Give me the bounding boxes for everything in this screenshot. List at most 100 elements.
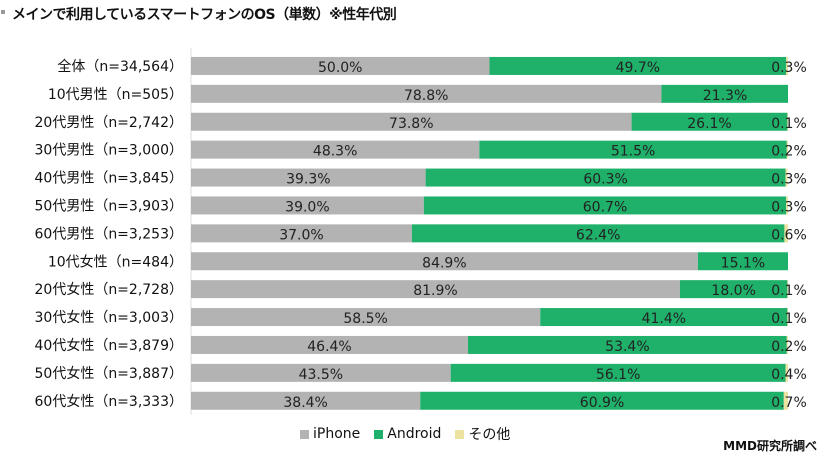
data-label: 0.3% — [771, 199, 807, 215]
data-label: 48.3% — [313, 144, 357, 160]
data-label: 39.0% — [285, 199, 329, 215]
bar-android — [411, 224, 785, 243]
bar-other — [786, 140, 788, 159]
legend-label: iPhone — [313, 426, 361, 442]
bar-android — [425, 168, 786, 187]
bar-other — [787, 280, 788, 299]
bar-iphone — [191, 391, 421, 410]
bar-iphone — [191, 335, 469, 354]
legend-item-other: その他 — [455, 424, 510, 444]
bar-other — [786, 335, 788, 354]
data-label: 0.1% — [771, 283, 807, 299]
bar-android — [631, 112, 788, 131]
bar-other — [785, 363, 788, 382]
bar-iphone — [191, 280, 680, 299]
bar-android — [489, 56, 787, 75]
category-label: 20代女性（n=2,728） — [35, 281, 184, 298]
data-label: 60.9% — [580, 395, 624, 411]
source-note: MMD研究所調べ — [723, 439, 817, 453]
bar-android — [679, 280, 788, 299]
chart-plot: 全体（n=34,564） 50.0% 49.7% 0.3% 10代男性（n=505） 78… — [35, 48, 807, 415]
category-label: 40代男性（n=3,845） — [35, 171, 184, 187]
bar-android — [697, 252, 788, 271]
bar-iphone — [191, 168, 426, 187]
bar-iphone — [191, 308, 541, 327]
data-label: 0.6% — [771, 227, 807, 243]
data-label: 0.3% — [771, 60, 807, 76]
data-label: 21.3% — [703, 88, 747, 104]
legend-label: その他 — [468, 427, 511, 443]
data-label: 0.3% — [771, 172, 807, 188]
category-label: 60代女性（n=3,333） — [35, 393, 184, 410]
data-label: 0.1% — [771, 311, 807, 327]
data-label: 49.7% — [616, 60, 660, 76]
bar-iphone — [191, 252, 698, 271]
bar-iphone — [191, 84, 662, 103]
category-label: 30代女性（n=3,003） — [35, 309, 184, 326]
data-label: 43.5% — [299, 367, 343, 383]
bar-android — [450, 363, 786, 382]
data-label: 0.1% — [771, 116, 807, 132]
bar-iphone — [191, 140, 480, 159]
bar-other — [785, 168, 788, 187]
bar-other — [784, 224, 788, 243]
bar-other — [786, 196, 788, 215]
data-label: 58.5% — [343, 311, 387, 327]
legend: iPhone Android その他 — [300, 424, 510, 444]
chart-title: メインで利用しているスマートフォンのOS（単数）※性年代別 — [12, 7, 397, 23]
bar-other — [783, 391, 788, 410]
bar-iphone — [191, 363, 451, 382]
data-label: 60.3% — [583, 172, 627, 188]
data-label: 56.1% — [596, 367, 640, 383]
bar-android — [468, 335, 787, 354]
data-label: 73.8% — [389, 116, 433, 132]
data-label: 51.5% — [611, 144, 655, 160]
category-label: 10代男性（n=505） — [48, 87, 183, 103]
category-label: 40代女性（n=3,879） — [35, 337, 184, 354]
bar-other — [786, 56, 788, 75]
data-label: 0.2% — [771, 339, 807, 355]
data-label: 15.1% — [721, 255, 765, 271]
data-label: 38.4% — [283, 395, 327, 411]
legend-swatch — [455, 429, 465, 439]
bar-android — [420, 391, 784, 410]
bar-iphone — [191, 196, 424, 215]
legend-swatch — [300, 429, 309, 439]
bar-iphone — [191, 224, 412, 243]
category-label: 50代女性（n=3,887） — [35, 365, 184, 382]
bar-other — [787, 308, 788, 327]
bar-android — [423, 196, 787, 215]
legend-swatch — [374, 429, 384, 439]
bar-iphone — [191, 56, 490, 75]
category-label: 20代男性（n=2,742） — [35, 115, 184, 131]
bar-android — [661, 84, 788, 103]
legend-item-android: Android — [374, 426, 441, 442]
category-label: 30代男性（n=3,000） — [35, 143, 184, 159]
category-label: 50代男性（n=3,903） — [35, 198, 184, 214]
bar-iphone — [191, 112, 632, 131]
data-label: 53.4% — [605, 339, 649, 355]
data-label: 39.3% — [286, 172, 330, 188]
legend-item-iphone: iPhone — [300, 426, 360, 442]
category-label: 10代女性（n=484） — [48, 253, 183, 270]
data-label: 62.4% — [576, 227, 620, 243]
data-label: 46.4% — [307, 339, 351, 355]
data-label: 84.9% — [422, 255, 466, 271]
data-label: 0.4% — [771, 367, 807, 383]
bar-android — [479, 140, 787, 159]
data-label: 0.2% — [771, 144, 807, 160]
data-label: 18.0% — [711, 283, 755, 299]
data-label: 81.9% — [413, 283, 457, 299]
data-label: 78.8% — [404, 88, 448, 104]
category-label: 全体（n=34,564） — [57, 58, 183, 75]
category-label: 60代男性（n=3,253） — [35, 226, 184, 242]
data-label: 60.7% — [583, 199, 627, 215]
data-label: 41.4% — [642, 311, 686, 327]
data-label: 50.0% — [318, 60, 362, 76]
data-label: 26.1% — [687, 116, 731, 132]
bar-other — [787, 112, 788, 131]
data-label: 37.0% — [279, 227, 323, 243]
data-label: 0.7% — [771, 395, 807, 411]
bar-android — [540, 308, 788, 327]
legend-label: Android — [387, 426, 442, 442]
